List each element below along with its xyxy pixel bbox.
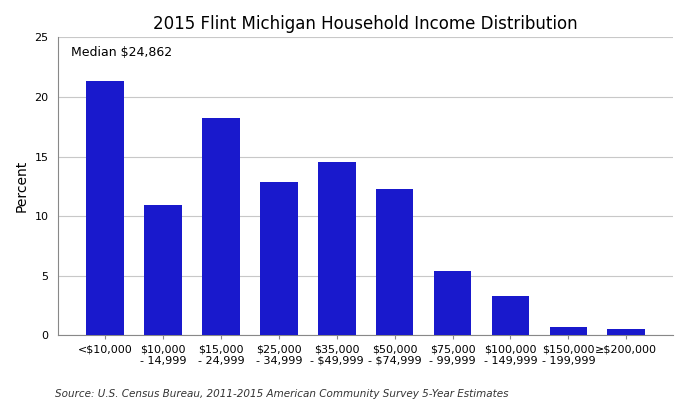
Text: Source: U.S. Census Bureau, 2011-2015 American Community Survey 5-Year Estimates: Source: U.S. Census Bureau, 2011-2015 Am…	[55, 389, 508, 399]
Bar	[433, 271, 471, 335]
Y-axis label: Percent: Percent	[15, 160, 29, 213]
Bar	[260, 182, 298, 335]
Bar	[202, 118, 240, 335]
Bar	[608, 329, 645, 335]
Text: Median $24,862: Median $24,862	[71, 46, 172, 59]
Bar	[318, 162, 356, 335]
Bar	[144, 205, 182, 335]
Bar	[86, 81, 124, 335]
Bar	[376, 189, 413, 335]
Bar	[550, 327, 587, 335]
Bar	[492, 296, 529, 335]
Title: 2015 Flint Michigan Household Income Distribution: 2015 Flint Michigan Household Income Dis…	[153, 15, 578, 33]
